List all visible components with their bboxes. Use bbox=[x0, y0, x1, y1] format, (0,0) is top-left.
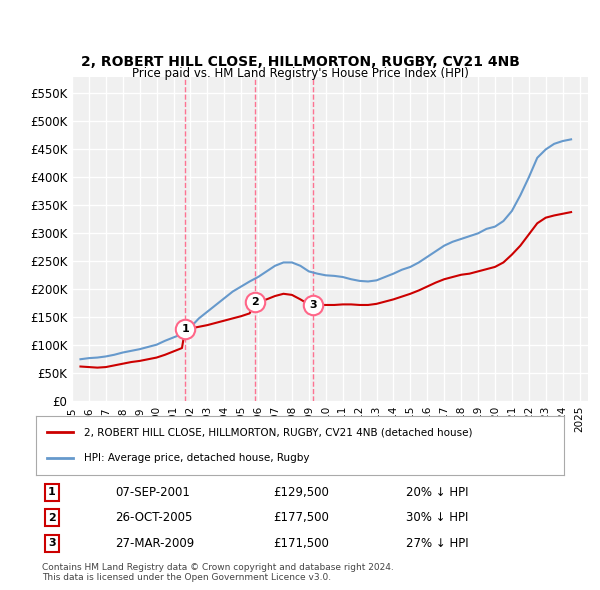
Text: 30% ↓ HPI: 30% ↓ HPI bbox=[406, 511, 468, 525]
Text: £129,500: £129,500 bbox=[274, 486, 329, 499]
Text: Price paid vs. HM Land Registry's House Price Index (HPI): Price paid vs. HM Land Registry's House … bbox=[131, 67, 469, 80]
Text: This data is licensed under the Open Government Licence v3.0.: This data is licensed under the Open Gov… bbox=[42, 572, 331, 582]
Text: 27% ↓ HPI: 27% ↓ HPI bbox=[406, 537, 468, 550]
Text: 3: 3 bbox=[309, 300, 317, 310]
Text: 07-SEP-2001: 07-SEP-2001 bbox=[115, 486, 190, 499]
Text: 2, ROBERT HILL CLOSE, HILLMORTON, RUGBY, CV21 4NB (detached house): 2, ROBERT HILL CLOSE, HILLMORTON, RUGBY,… bbox=[83, 428, 472, 437]
Text: 1: 1 bbox=[181, 324, 189, 334]
Text: 3: 3 bbox=[48, 538, 56, 548]
Text: 26-OCT-2005: 26-OCT-2005 bbox=[115, 511, 193, 525]
Text: 20% ↓ HPI: 20% ↓ HPI bbox=[406, 486, 468, 499]
Text: HPI: Average price, detached house, Rugby: HPI: Average price, detached house, Rugb… bbox=[83, 454, 309, 463]
Text: £177,500: £177,500 bbox=[274, 511, 329, 525]
Text: Contains HM Land Registry data © Crown copyright and database right 2024.: Contains HM Land Registry data © Crown c… bbox=[42, 563, 394, 572]
Text: 2, ROBERT HILL CLOSE, HILLMORTON, RUGBY, CV21 4NB: 2, ROBERT HILL CLOSE, HILLMORTON, RUGBY,… bbox=[80, 55, 520, 69]
Text: 2: 2 bbox=[251, 297, 259, 307]
Text: 1: 1 bbox=[48, 487, 56, 497]
Text: £171,500: £171,500 bbox=[274, 537, 329, 550]
Text: 2: 2 bbox=[48, 513, 56, 523]
Text: 27-MAR-2009: 27-MAR-2009 bbox=[115, 537, 194, 550]
